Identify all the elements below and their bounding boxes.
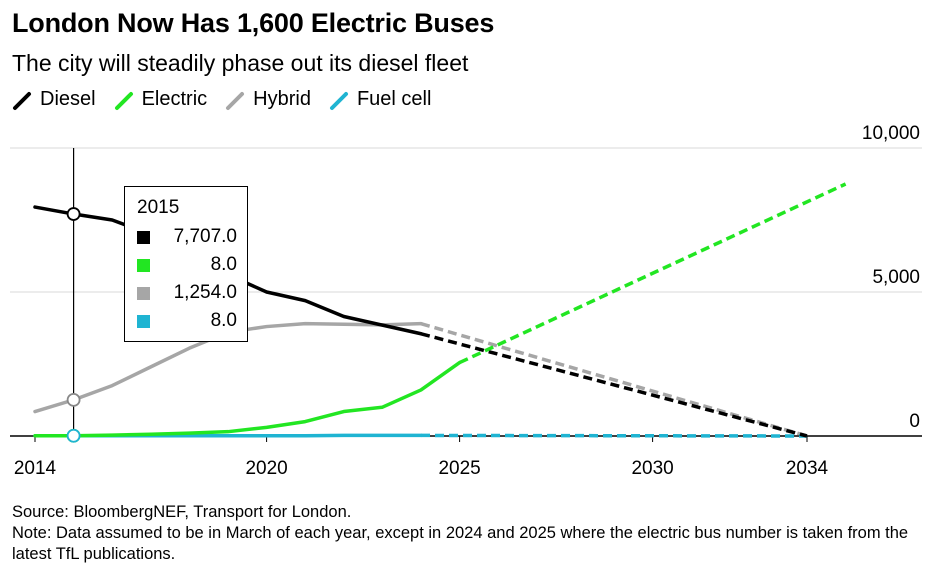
x-tick-label-2014: 2014 bbox=[14, 458, 57, 479]
x-tick-label-2025: 2025 bbox=[438, 458, 480, 479]
chart-title: London Now Has 1,600 Electric Buses bbox=[12, 8, 495, 38]
tooltip-swatch-diesel bbox=[137, 230, 150, 244]
fuel-cell-slash-icon bbox=[329, 91, 348, 110]
y-tick-label-5000: 5,000 bbox=[872, 267, 920, 288]
legend-item-electric[interactable]: Electric bbox=[114, 88, 208, 111]
electric-slash-icon bbox=[114, 91, 133, 110]
legend-item-fuel-cell[interactable]: Fuel cell bbox=[329, 88, 431, 111]
y-tick-label-0: 0 bbox=[909, 411, 920, 432]
marker-diesel bbox=[66, 207, 81, 221]
x-tick-label-2034: 2034 bbox=[786, 458, 829, 479]
tooltip-year: 2015 bbox=[137, 197, 180, 218]
tooltip-swatch-electric bbox=[137, 258, 150, 272]
note-text: Note: Data assumed to be in March of eac… bbox=[12, 524, 909, 563]
tooltip-row-diesel: 7,707.0 bbox=[137, 223, 237, 251]
legend-label-diesel: Diesel bbox=[40, 88, 96, 110]
hover-tooltip: 2015 7,707.0 8.0 1,254.0 8.0 bbox=[124, 186, 248, 342]
tooltip-swatch-fuel-cell bbox=[137, 314, 150, 328]
tooltip-value-diesel: 7,707.0 bbox=[173, 226, 237, 247]
series-electric-line bbox=[33, 360, 462, 438]
x-tick-label-2030: 2030 bbox=[631, 458, 673, 479]
hybrid-slash-icon bbox=[226, 91, 245, 110]
tooltip-value-electric: 8.0 bbox=[210, 254, 237, 275]
series-fuel-cell-projected bbox=[420, 433, 808, 438]
series-diesel-projected bbox=[420, 332, 808, 438]
tooltip-value-hybrid: 1,254.0 bbox=[173, 282, 237, 303]
diesel-slash-icon bbox=[13, 91, 31, 110]
source-note: Source: BloombergNEF, Transport for Lond… bbox=[12, 502, 937, 565]
tooltip-swatch-hybrid bbox=[137, 286, 150, 300]
series-electric-projected bbox=[458, 182, 847, 365]
source-text: Source: BloombergNEF, Transport for Lond… bbox=[12, 503, 352, 521]
legend-label-hybrid: Hybrid bbox=[253, 88, 311, 110]
chart-subtitle: The city will steadily phase out its die… bbox=[12, 50, 469, 76]
legend: Diesel Electric Hybrid Fuel cell bbox=[12, 88, 449, 111]
tooltip-row-electric: 8.0 bbox=[137, 251, 237, 279]
tooltip-value-fuel-cell: 8.0 bbox=[210, 310, 237, 331]
tooltip-row-fuel-cell: 8.0 bbox=[137, 307, 237, 335]
tooltip-row-hybrid: 1,254.0 bbox=[137, 279, 237, 307]
legend-item-hybrid[interactable]: Hybrid bbox=[225, 88, 311, 111]
legend-label-electric: Electric bbox=[141, 88, 208, 110]
x-tick-label-2020: 2020 bbox=[245, 458, 287, 479]
marker-fuel-cell bbox=[66, 428, 81, 443]
y-tick-label-10000: 10,000 bbox=[862, 123, 920, 144]
legend-label-fuel-cell: Fuel cell bbox=[356, 88, 432, 110]
legend-item-diesel[interactable]: Diesel bbox=[12, 88, 96, 111]
marker-hybrid bbox=[66, 392, 81, 407]
series-hybrid-projected bbox=[420, 321, 808, 438]
